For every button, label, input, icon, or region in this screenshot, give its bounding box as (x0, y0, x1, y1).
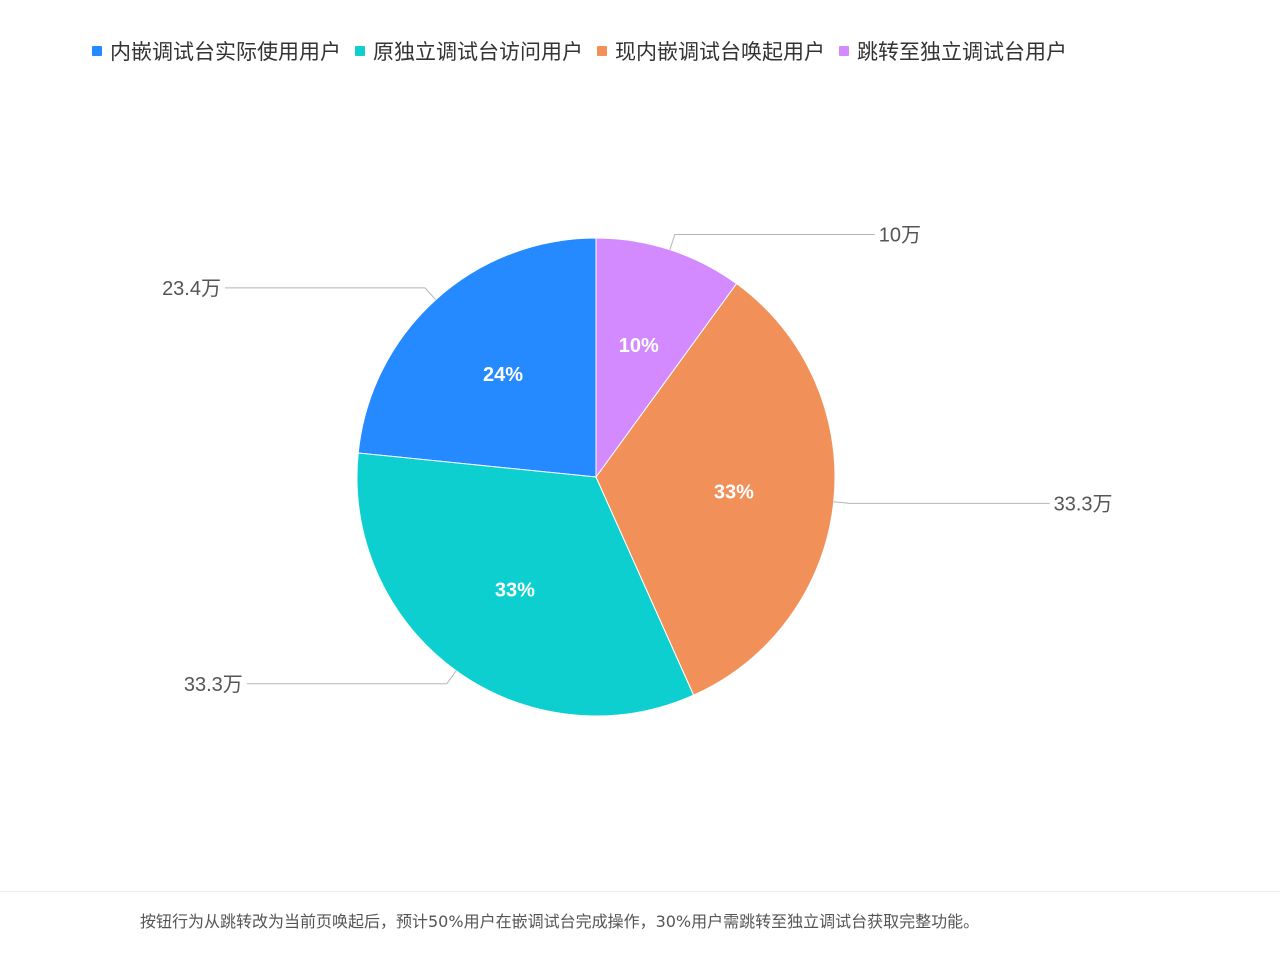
chart-footer: 按钮行为从跳转改为当前页唤起后，预计50%用户在嵌调试台完成操作，30%用户需跳… (0, 891, 1280, 970)
slice-value-label: 33.3万 (1054, 493, 1113, 515)
leader-line (246, 670, 457, 685)
legend-label: 内嵌调试台实际使用用户 (110, 40, 341, 64)
slice-percent-label: 33% (495, 579, 535, 601)
legend-swatch (597, 46, 607, 56)
slice-value-label: 23.4万 (162, 278, 221, 300)
legend-item[interactable]: 内嵌调试台实际使用用户 (92, 36, 341, 66)
pie-slice[interactable] (595, 237, 738, 479)
slice-percent-label: 33% (714, 481, 754, 503)
footer-note: 按钮行为从跳转改为当前页唤起后，预计50%用户在嵌调试台完成操作，30%用户需跳… (140, 912, 980, 931)
legend-label: 现内嵌调试台唤起用户 (615, 40, 825, 64)
pie-chart: 24% 33% 33% 10% 23.4万 33.3万 33.3万 10万 (162, 225, 1113, 717)
slice-percent-label: 24% (483, 364, 523, 386)
pie-slice[interactable] (357, 237, 597, 478)
pie-slice[interactable] (356, 452, 695, 717)
legend-swatch (355, 46, 365, 56)
legend-item[interactable]: 原独立调试台访问用户 (355, 36, 583, 66)
legend-item[interactable]: 跳转至独立调试台用户 (839, 36, 1067, 66)
pie-slices (356, 237, 836, 717)
legend-swatch (839, 46, 849, 56)
legend-swatch (92, 46, 102, 56)
slice-value-label: 10万 (879, 225, 921, 247)
slice-percent-label: 10% (619, 335, 659, 357)
pie-slice[interactable] (595, 282, 836, 696)
chart-legend: 内嵌调试台实际使用用户 原独立调试台访问用户 现内嵌调试台唤起用户 跳转至独立调试台用… (92, 36, 1067, 66)
leader-line (833, 501, 1050, 504)
legend-label: 跳转至独立调试台用户 (857, 40, 1067, 64)
legend-item[interactable]: 现内嵌调试台唤起用户 (597, 36, 825, 66)
leader-line (669, 234, 875, 250)
leader-line (225, 287, 437, 301)
legend-label: 原独立调试台访问用户 (373, 40, 583, 64)
slice-value-label: 33.3万 (184, 674, 243, 696)
